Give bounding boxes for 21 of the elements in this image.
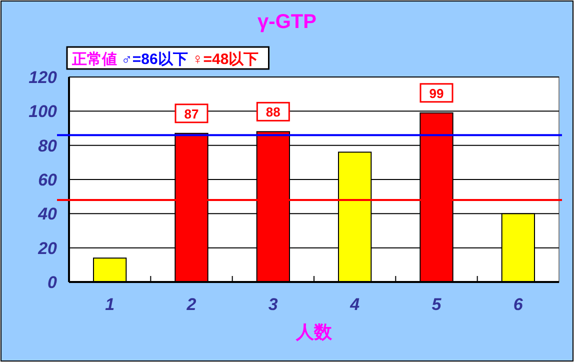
x-tick-label: 4 (349, 295, 360, 314)
x-tick-label: 3 (268, 295, 278, 314)
y-tick-label: 0 (48, 273, 58, 292)
x-tick-label: 6 (513, 295, 524, 314)
data-label: 87 (184, 106, 199, 122)
ref-line-label: ♂=86以下 (121, 51, 192, 68)
x-tick-label: 1 (105, 295, 115, 314)
y-tick-label: 20 (37, 238, 58, 258)
y-tick-label: 80 (38, 136, 58, 156)
y-tick-label: 60 (38, 170, 58, 190)
x-tick-label: 2 (186, 295, 197, 314)
text: 正常値 (71, 51, 122, 68)
chart-title: γ-GTP (258, 11, 316, 33)
x-tick-label: 5 (432, 295, 442, 314)
y-tick-label: 100 (28, 102, 58, 122)
ref-line-label: ♀=48以下 (192, 51, 259, 68)
x-axis-title: 人数 (295, 322, 333, 342)
y-tick-label: 40 (37, 204, 58, 224)
y-tick-label: 120 (28, 68, 58, 87)
data-label: 99 (429, 86, 444, 101)
data-label: 88 (266, 104, 280, 120)
